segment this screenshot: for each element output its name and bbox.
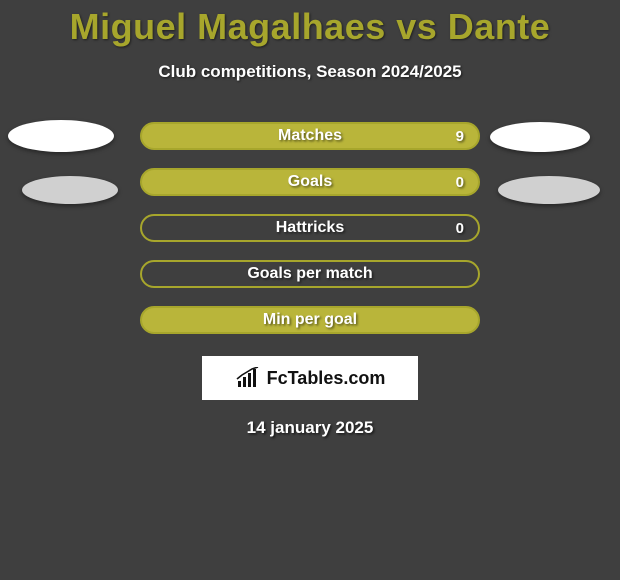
stat-label: Goals per match (247, 265, 372, 283)
stat-bar-hattricks: Hattricks 0 (140, 214, 480, 242)
player-ellipse-left-top (8, 120, 114, 152)
player-ellipse-left-bottom (22, 176, 118, 204)
stat-bar-goals: Goals 0 (140, 168, 480, 196)
stat-bar-goals-per-match: Goals per match (140, 260, 480, 288)
stat-label: Matches (278, 127, 342, 145)
stat-bar-min-per-goal: Min per goal (140, 306, 480, 334)
comparison-title: Miguel Magalhaes vs Dante (0, 0, 620, 48)
subtitle: Club competitions, Season 2024/2025 (0, 62, 620, 82)
chart-icon (235, 367, 261, 389)
stat-bar-matches: Matches 9 (140, 122, 480, 150)
snapshot-date: 14 january 2025 (0, 418, 620, 438)
player-ellipse-right-top (490, 122, 590, 152)
stat-label: Goals (288, 173, 332, 191)
stats-bars: Matches 9 Goals 0 Hattricks 0 Goals per … (140, 122, 480, 334)
stat-label: Min per goal (263, 311, 357, 329)
stat-value: 9 (456, 128, 464, 145)
stat-value: 0 (456, 174, 464, 191)
player-ellipse-right-bottom (498, 176, 600, 204)
badge-label: FcTables.com (267, 368, 386, 389)
stat-label: Hattricks (276, 219, 344, 237)
stat-value: 0 (456, 220, 464, 237)
fctables-badge: FcTables.com (202, 356, 418, 400)
